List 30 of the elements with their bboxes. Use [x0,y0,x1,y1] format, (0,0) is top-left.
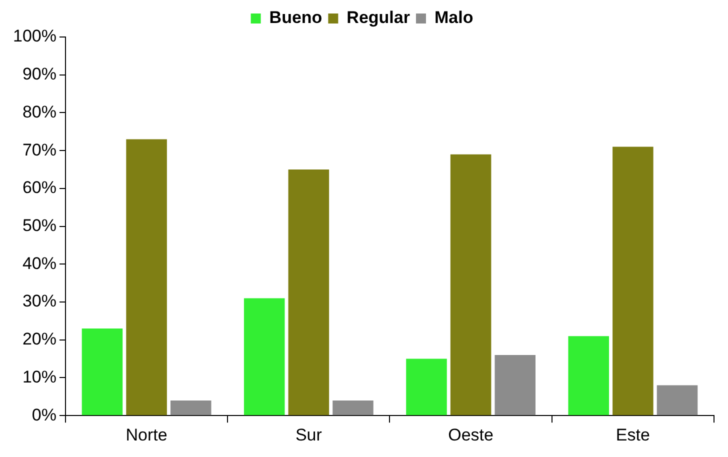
legend-label: Malo [434,8,474,28]
legend-label: Bueno [269,8,322,28]
x-tick-label: Norte [126,425,168,444]
bar [244,298,285,416]
x-tick-label: Sur [295,425,322,444]
legend-label: Regular [346,8,410,28]
y-tick-label: 100% [12,26,56,46]
bar [656,385,698,416]
bar [332,400,374,416]
y-tick-label: 70% [22,140,56,160]
y-tick-label: 10% [22,367,56,386]
bar [82,328,123,416]
y-tick-label: 0% [32,405,56,424]
bar [612,146,654,416]
bar [170,400,212,416]
bar [288,170,330,416]
y-tick-label: 20% [22,330,56,349]
y-tick-label: 60% [22,178,56,198]
bar [568,336,610,416]
y-tick-label: 80% [22,102,56,122]
y-tick-label: 40% [22,254,56,273]
bar [126,139,167,416]
y-tick-label: 30% [22,292,56,311]
y-tick-label: 90% [22,64,56,84]
bar [450,154,492,416]
bar [494,355,536,416]
x-tick-label: Oeste [448,425,494,444]
bar [406,358,447,416]
y-tick-label: 50% [22,216,56,235]
x-tick-label: Este [616,425,650,444]
